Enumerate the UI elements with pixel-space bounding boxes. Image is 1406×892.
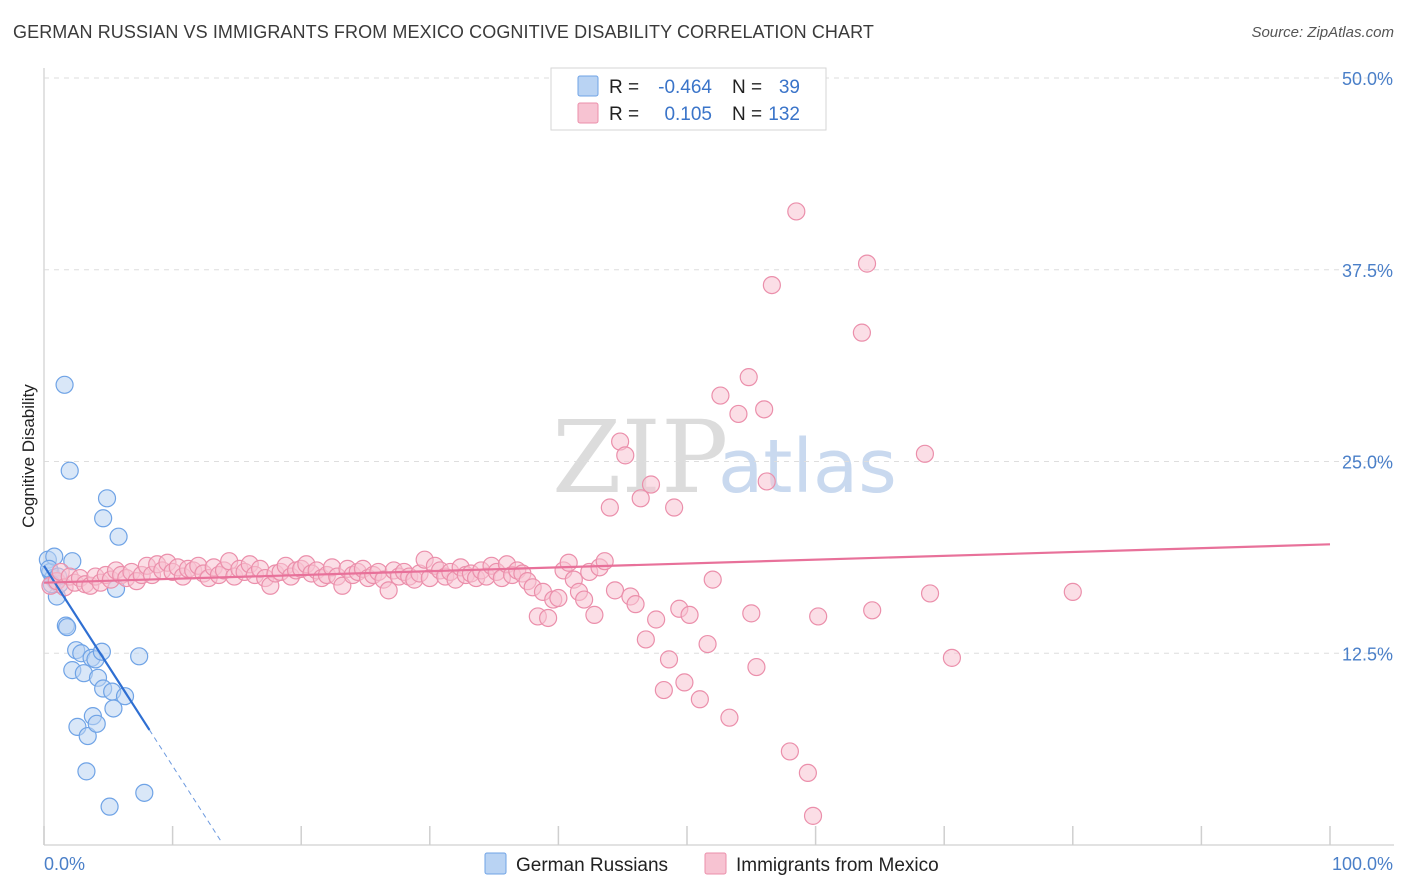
source-label: Source: ZipAtlas.com xyxy=(1251,24,1394,41)
point-german-russians xyxy=(87,714,106,733)
point-immigrants-mexico xyxy=(575,590,594,609)
watermark: ZIP atlas xyxy=(552,399,897,516)
point-german-russians xyxy=(135,783,154,802)
point-german-russians xyxy=(104,699,123,718)
point-immigrants-mexico xyxy=(675,673,694,692)
legend-r-label: R = xyxy=(609,104,639,125)
y-axis-tick-labels: 12.5% 25.0% 37.5% 50.0% xyxy=(1342,69,1393,664)
point-immigrants-mexico xyxy=(852,323,871,342)
series-label-immigrants-mexico: Immigrants from Mexico xyxy=(736,855,939,876)
point-german-russians xyxy=(109,527,128,546)
point-german-russians xyxy=(77,762,96,781)
point-immigrants-mexico xyxy=(729,404,748,424)
point-immigrants-mexico xyxy=(720,708,739,727)
series-legend: German Russians Immigrants from Mexico xyxy=(484,852,939,876)
point-immigrants-mexico xyxy=(809,607,828,626)
point-german-russians xyxy=(94,509,113,528)
chart-title: GERMAN RUSSIAN VS IMMIGRANTS FROM MEXICO… xyxy=(13,22,875,42)
y-tick-label: 50.0% xyxy=(1342,69,1393,89)
point-immigrants-mexico xyxy=(747,657,766,677)
legend-n-value: 39 xyxy=(779,77,800,98)
legend-n-label: N = xyxy=(732,77,762,98)
legend-swatch-immigrants-mexico xyxy=(577,102,599,124)
point-immigrants-mexico xyxy=(665,498,684,517)
point-immigrants-mexico xyxy=(703,570,722,589)
y-tick-label: 25.0% xyxy=(1342,453,1393,473)
x-axis-tick-labels: 0.0% 100.0% xyxy=(44,854,1393,874)
point-immigrants-mexico xyxy=(857,254,877,273)
point-immigrants-mexico xyxy=(755,400,774,419)
point-immigrants-mexico xyxy=(915,444,935,463)
point-immigrants-mexico xyxy=(803,806,823,825)
point-immigrants-mexico xyxy=(787,202,806,221)
point-german-russians xyxy=(130,647,149,666)
y-tick-label: 37.5% xyxy=(1342,261,1393,281)
point-immigrants-mexico xyxy=(654,680,673,700)
point-immigrants-mexico xyxy=(780,742,799,761)
point-immigrants-mexico xyxy=(798,763,817,783)
legend-n-value: 132 xyxy=(768,104,800,125)
trend-line-extension-german-russians xyxy=(149,729,222,843)
x-tick-label: 100.0% xyxy=(1332,854,1393,874)
point-immigrants-mexico xyxy=(379,581,398,600)
x-tick-label: 0.0% xyxy=(44,854,85,874)
x-axis-ticks xyxy=(43,826,1331,845)
point-german-russians xyxy=(78,726,97,746)
point-immigrants-mexico xyxy=(549,588,568,608)
point-immigrants-mexico xyxy=(920,584,940,603)
legend-r-value: 0.105 xyxy=(664,104,712,125)
point-immigrants-mexico xyxy=(863,601,882,620)
point-immigrants-mexico xyxy=(641,475,661,494)
point-immigrants-mexico xyxy=(942,648,962,667)
series-label-german-russians: German Russians xyxy=(516,855,668,876)
point-immigrants-mexico xyxy=(739,368,758,387)
trend-line-immigrants-mexico xyxy=(43,543,1331,584)
point-immigrants-mexico xyxy=(757,472,776,491)
point-german-russians xyxy=(100,797,119,816)
y-tick-label: 12.5% xyxy=(1342,644,1393,664)
watermark-atlas: atlas xyxy=(718,424,897,510)
point-immigrants-mexico xyxy=(616,446,635,465)
axes xyxy=(43,68,1394,846)
point-immigrants-mexico xyxy=(636,630,655,649)
y-axis-title: Cognitive Disability xyxy=(19,384,38,528)
point-immigrants-mexico xyxy=(559,553,578,572)
legend-n-label: N = xyxy=(732,104,762,125)
point-german-russians xyxy=(55,375,74,394)
point-german-russians xyxy=(60,461,79,480)
point-immigrants-mexico xyxy=(647,610,666,629)
point-immigrants-mexico xyxy=(698,634,717,654)
point-immigrants-mexico xyxy=(711,386,730,405)
series-swatch-immigrants-mexico xyxy=(704,852,727,875)
point-immigrants-mexico xyxy=(690,690,709,709)
point-german-russians xyxy=(97,489,117,508)
point-immigrants-mexico xyxy=(626,595,645,614)
legend-swatch-german-russians xyxy=(577,75,599,97)
trend-lines xyxy=(43,543,1331,843)
trend-line-german-russians xyxy=(43,565,151,731)
point-immigrants-mexico xyxy=(680,605,699,625)
point-immigrants-mexico xyxy=(539,608,558,628)
point-immigrants-mexico xyxy=(742,604,761,623)
point-immigrants-mexico xyxy=(585,605,604,625)
point-immigrants-mexico xyxy=(659,650,679,669)
point-immigrants-mexico xyxy=(762,275,781,295)
point-german-russians xyxy=(58,618,77,637)
legend-r-value: -0.464 xyxy=(658,77,712,98)
point-immigrants-mexico xyxy=(600,498,619,517)
correlation-legend: R = -0.464 N = 39 R = 0.105 N = 132 xyxy=(550,67,827,131)
legend-r-label: R = xyxy=(609,77,639,98)
point-immigrants-mexico xyxy=(605,581,625,600)
point-immigrants-mexico xyxy=(1063,582,1082,601)
point-immigrants-mexico xyxy=(631,489,650,508)
series-swatch-german-russians xyxy=(484,852,507,875)
